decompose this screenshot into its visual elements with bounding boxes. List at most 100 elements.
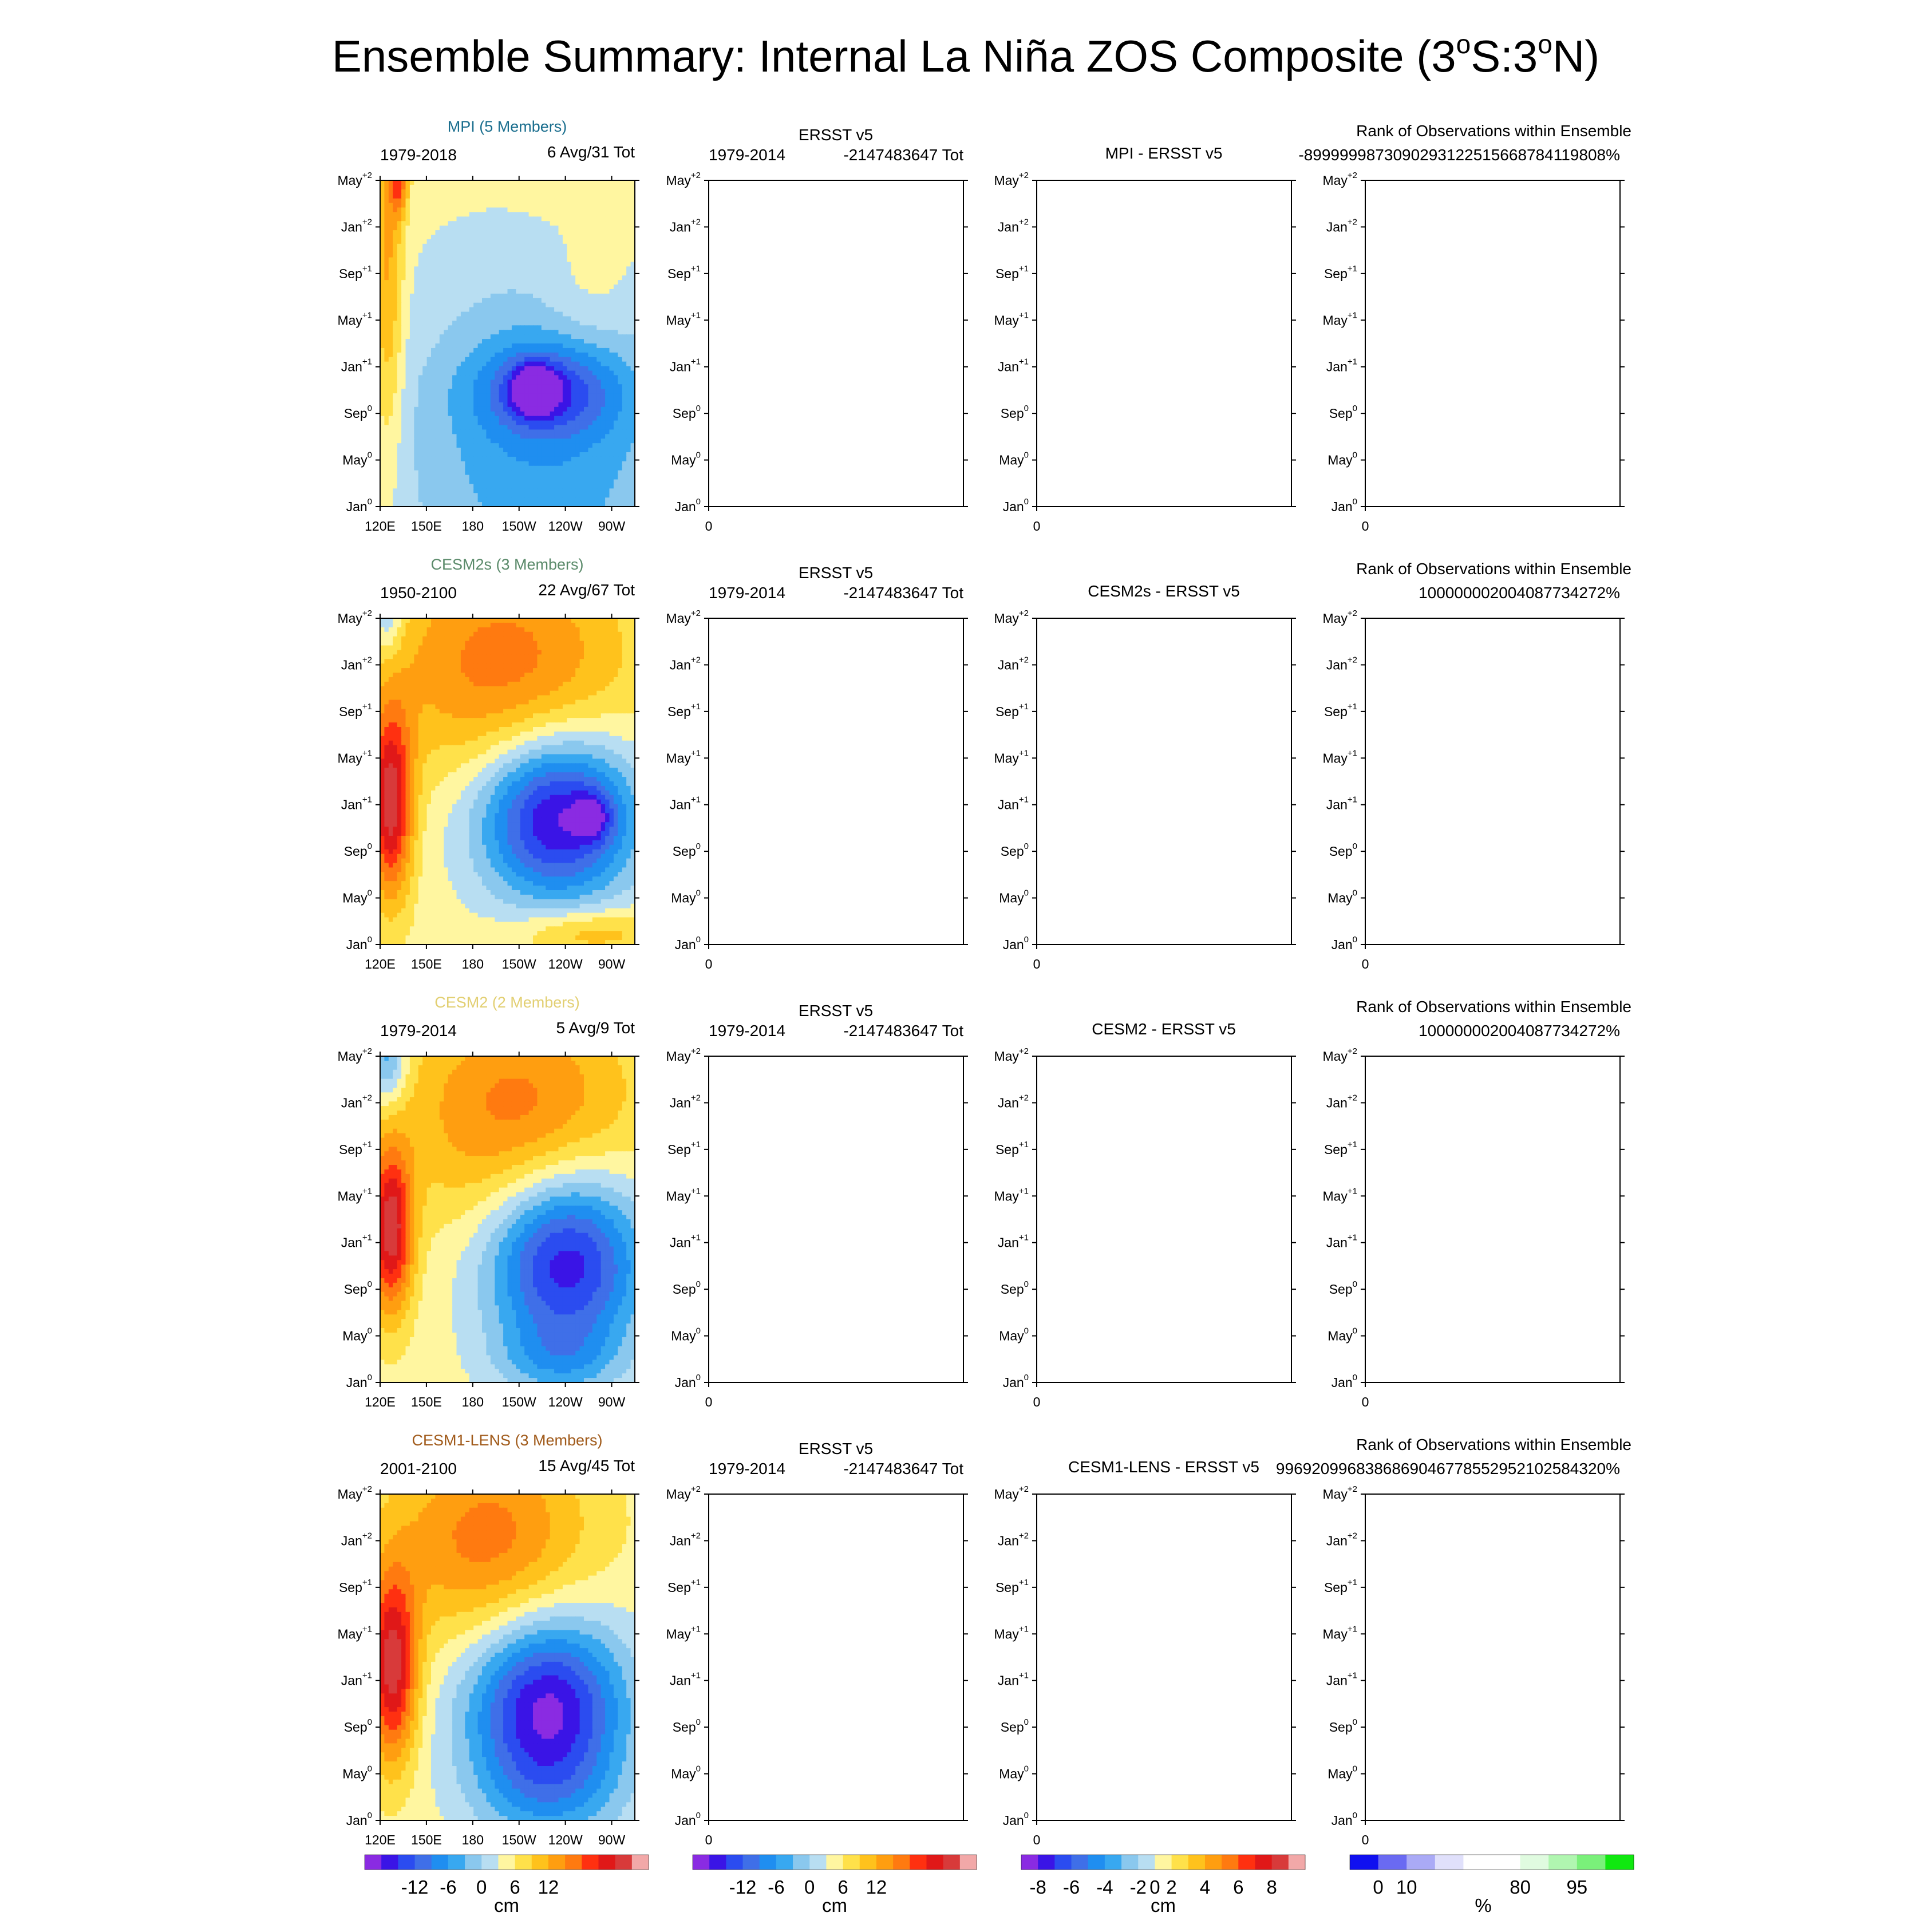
heatmap-cell — [524, 298, 530, 303]
heatmap-cell — [516, 198, 521, 204]
heatmap-cell — [537, 375, 542, 381]
heatmap-cell — [600, 645, 606, 651]
heatmap-cell — [405, 298, 410, 303]
heatmap-cell — [592, 289, 598, 294]
heatmap-cell — [482, 302, 487, 308]
heatmap-cell — [537, 243, 542, 249]
heatmap-cell — [558, 280, 563, 285]
heatmap-cell — [486, 650, 491, 655]
heatmap-cell — [588, 311, 593, 317]
heatmap-cell — [609, 488, 614, 494]
heatmap-cell — [473, 448, 479, 453]
heatmap-cell — [414, 339, 419, 344]
heatmap-cell — [550, 243, 555, 249]
heatmap-cell — [380, 285, 385, 290]
heatmap-cell — [490, 311, 496, 317]
heatmap-cell — [397, 443, 402, 448]
heatmap-cell — [596, 189, 602, 195]
heatmap-cell — [397, 248, 402, 254]
heatmap-cell — [388, 180, 394, 185]
heatmap-cell — [596, 402, 602, 408]
heatmap-cell — [486, 193, 491, 199]
heatmap-cell — [477, 330, 483, 335]
heatmap-cell — [511, 252, 517, 258]
heatmap-cell — [422, 479, 428, 485]
heatmap-cell — [562, 280, 568, 285]
heatmap-cell — [516, 502, 521, 507]
heatmap-cell — [482, 406, 487, 412]
heatmap-cell — [469, 226, 474, 231]
heatmap-cell — [384, 497, 389, 503]
heatmap-cell — [380, 361, 385, 367]
heatmap-cell — [431, 659, 436, 664]
heatmap-cell — [439, 357, 445, 362]
heatmap-cell — [520, 420, 525, 426]
heatmap-cell — [630, 352, 635, 358]
heatmap-cell — [380, 321, 385, 326]
heatmap-cell — [528, 389, 534, 394]
heatmap-cell — [486, 203, 491, 208]
heatmap-cell — [503, 465, 508, 471]
heatmap-cell — [380, 659, 385, 664]
heatmap-cell — [418, 465, 423, 471]
heatmap-cell — [405, 452, 410, 457]
heatmap-cell — [596, 302, 602, 308]
heatmap-cell — [537, 654, 542, 660]
heatmap-cell — [541, 226, 547, 231]
heatmap-cell — [422, 502, 428, 507]
heatmap-cell — [588, 243, 593, 249]
heatmap-cell — [618, 659, 623, 664]
heatmap-cell — [571, 293, 576, 299]
heatmap-cell — [401, 302, 406, 308]
heatmap-cell — [626, 370, 631, 376]
heatmap-cell — [533, 184, 538, 190]
heatmap-cell — [613, 271, 619, 276]
heatmap-cell — [592, 627, 598, 633]
heatmap-cell — [605, 465, 610, 471]
heatmap-cell — [469, 406, 474, 412]
heatmap-cell — [495, 352, 500, 358]
heatmap-cell — [537, 280, 542, 285]
heatmap-cell — [422, 180, 428, 185]
heatmap-cell — [605, 243, 610, 249]
heatmap-cell — [511, 479, 517, 485]
heatmap-cell — [562, 226, 568, 231]
heatmap-cell — [609, 289, 614, 294]
heatmap-cell — [384, 343, 389, 349]
heatmap-cell — [499, 484, 504, 489]
heatmap-cell — [456, 357, 461, 362]
heatmap-cell — [482, 434, 487, 440]
heatmap-cell — [571, 230, 576, 235]
heatmap-cell — [380, 456, 385, 462]
heatmap-cell — [426, 257, 432, 263]
heatmap-cell — [520, 347, 525, 353]
heatmap-cell — [486, 339, 491, 344]
heatmap-cell — [533, 659, 538, 664]
heatmap-cell — [409, 266, 415, 272]
heatmap-cell — [554, 402, 559, 408]
rank-title: Rank of Observations within Ensemble — [1356, 122, 1631, 140]
heatmap-cell — [584, 334, 589, 339]
heatmap-cell — [473, 641, 479, 646]
heatmap-cell — [541, 497, 547, 503]
heatmap-cell — [579, 622, 584, 628]
heatmap-cell — [422, 398, 428, 403]
heatmap-cell — [618, 443, 623, 448]
heatmap-cell — [528, 479, 534, 485]
heatmap-cell — [600, 207, 606, 213]
heatmap-cell — [575, 361, 580, 367]
heatmap-cell — [546, 239, 551, 244]
heatmap-cell — [507, 484, 512, 489]
heatmap-cell — [511, 393, 517, 398]
heatmap-cell — [473, 484, 479, 489]
heatmap-cell — [550, 280, 555, 285]
heatmap-cell — [546, 266, 551, 272]
heatmap-cell — [414, 484, 419, 489]
heatmap-cell — [435, 193, 440, 199]
heatmap-cell — [554, 622, 559, 628]
heatmap-cell — [490, 266, 496, 272]
heatmap-cell — [562, 631, 568, 637]
heatmap-cell — [469, 193, 474, 199]
heatmap-cell — [384, 302, 389, 308]
heatmap-cell — [469, 393, 474, 398]
